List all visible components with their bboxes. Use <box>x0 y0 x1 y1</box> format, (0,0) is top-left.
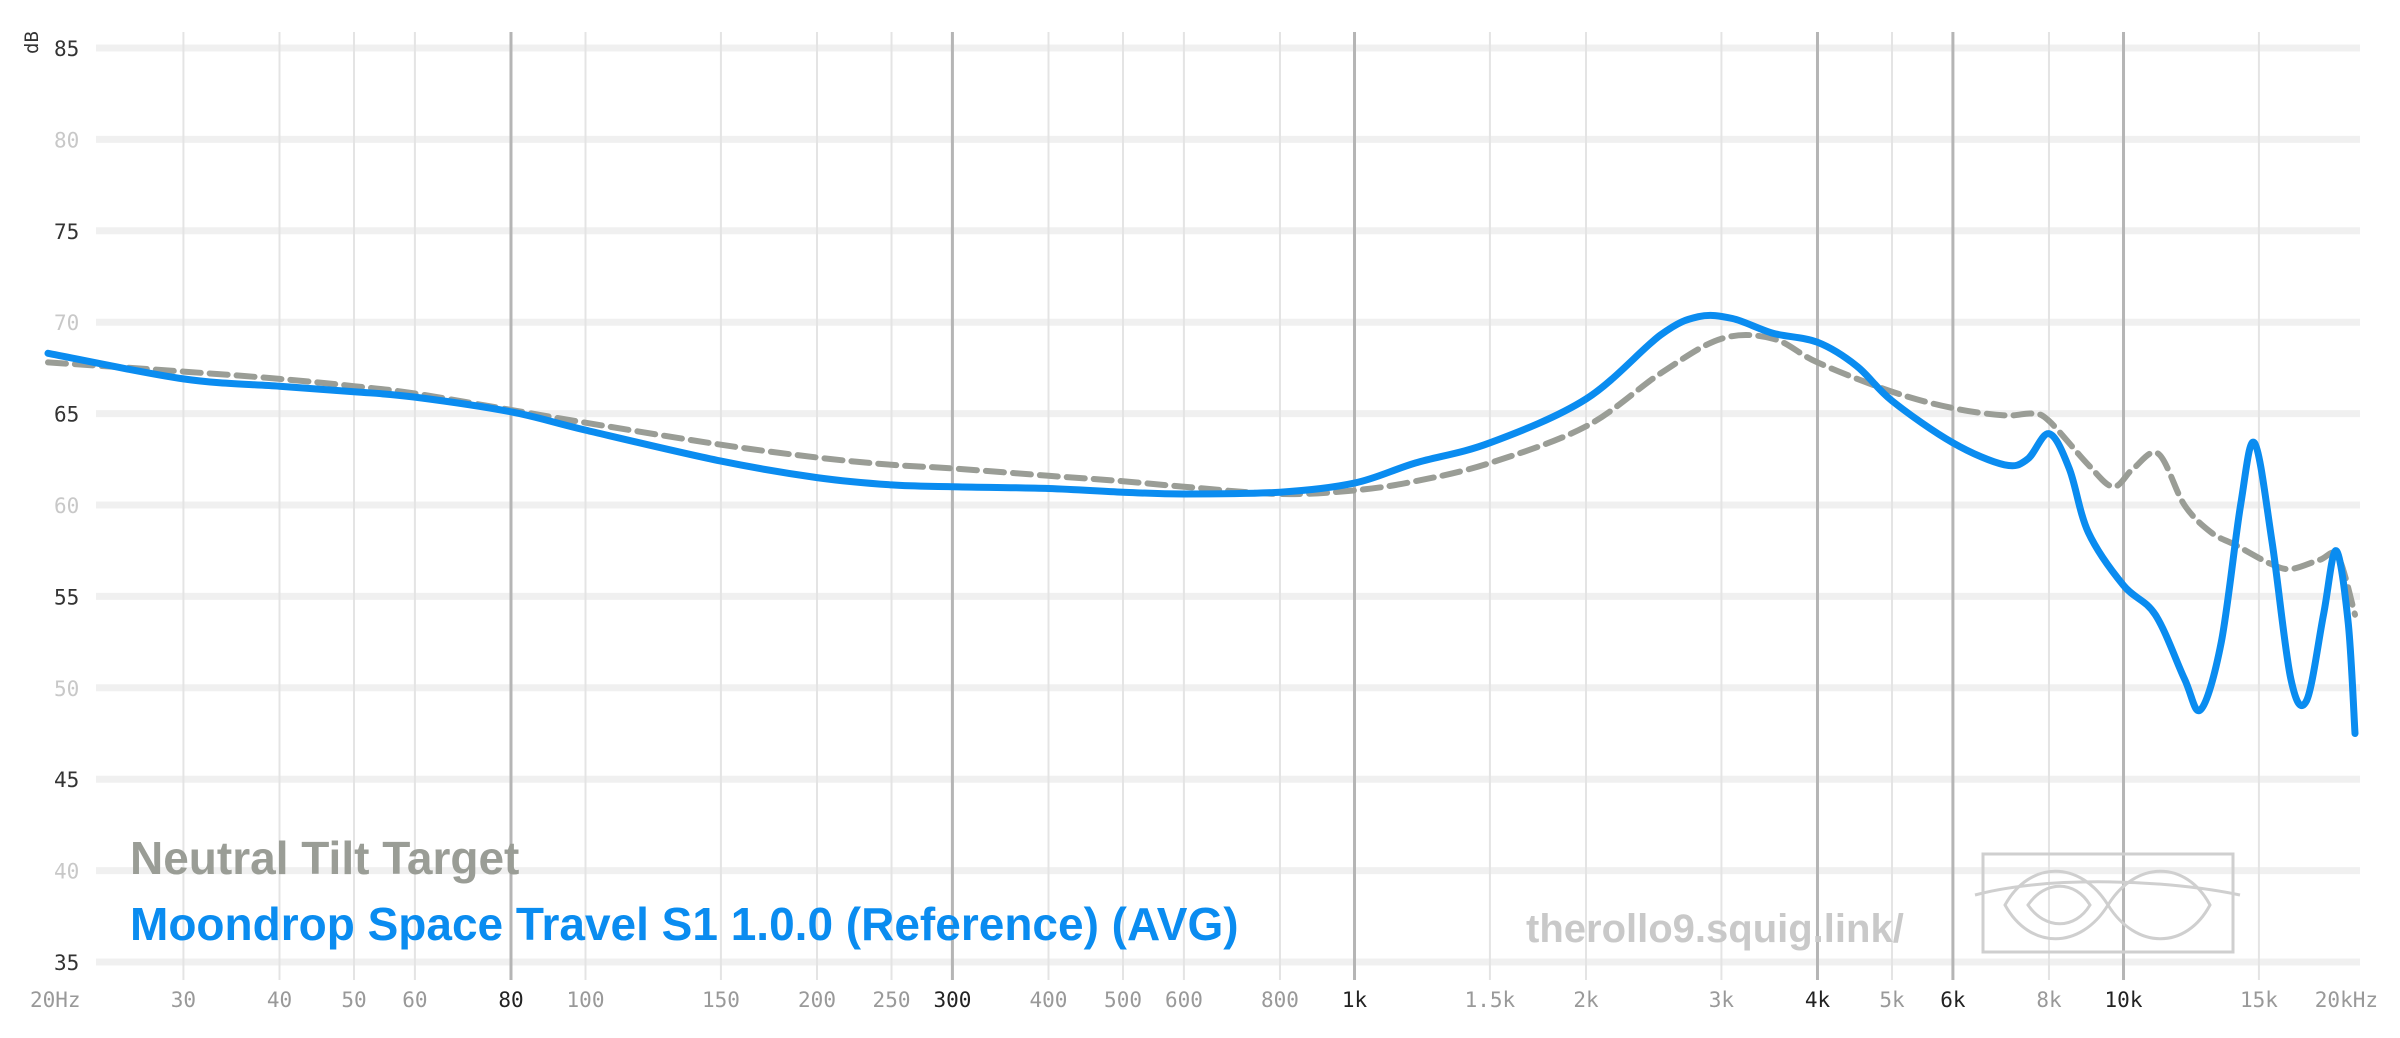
x-tick-label: 20kHz <box>2315 988 2378 1012</box>
x-tick-label: 15k <box>2240 988 2278 1012</box>
x-tick-label: 80 <box>498 988 523 1012</box>
legend-target-label: Neutral Tilt Target <box>130 832 519 884</box>
x-tick-label: 500 <box>1104 988 1142 1012</box>
y-tick-label: 85 <box>54 37 79 61</box>
x-tick-label: 10k <box>2105 988 2143 1012</box>
legend: Neutral Tilt Target Moondrop Space Trave… <box>130 832 1239 950</box>
series-lines <box>44 311 2359 737</box>
x-tick-label: 1.5k <box>1465 988 1516 1012</box>
y-axis-label: dB <box>21 31 43 54</box>
x-tick-label: 250 <box>873 988 911 1012</box>
x-tick-label: 1k <box>1342 988 1368 1012</box>
x-tick-label: 2k <box>1573 988 1599 1012</box>
y-tick-label: 50 <box>54 677 79 701</box>
x-tick-label: 8k <box>2036 988 2062 1012</box>
x-tick-label: 20Hz <box>30 988 81 1012</box>
y-tick-label: 55 <box>54 585 79 609</box>
model-curve <box>44 311 2359 737</box>
x-tick-label: 40 <box>267 988 292 1012</box>
x-tick-label: 4k <box>1805 988 1831 1012</box>
y-tick-label: 45 <box>54 768 79 792</box>
y-tick-label: 75 <box>54 220 79 244</box>
x-tick-label: 800 <box>1261 988 1299 1012</box>
x-tick-label: 100 <box>567 988 605 1012</box>
x-tick-label: 30 <box>171 988 196 1012</box>
x-tick-label: 60 <box>402 988 427 1012</box>
y-tick-label: 70 <box>54 311 79 335</box>
x-tick-label: 150 <box>702 988 740 1012</box>
grid <box>96 32 2360 980</box>
legend-model-label: Moondrop Space Travel S1 1.0.0 (Referenc… <box>130 898 1239 950</box>
x-tick-label: 200 <box>798 988 836 1012</box>
watermark-logo <box>1974 852 2241 954</box>
y-tick-label: 65 <box>54 403 79 427</box>
x-tick-label: 50 <box>341 988 366 1012</box>
x-tick-label: 3k <box>1709 988 1735 1012</box>
target-curve <box>45 332 2358 618</box>
watermark-text: therollo9.squig.link/ <box>1526 907 1904 951</box>
x-tick-label: 300 <box>933 988 971 1012</box>
y-tick-label: 80 <box>54 128 79 152</box>
x-tick-label: 600 <box>1165 988 1203 1012</box>
x-tick-label: 400 <box>1030 988 1068 1012</box>
x-tick-label: 5k <box>1879 988 1905 1012</box>
x-tick-label: 6k <box>1940 988 1966 1012</box>
x-axis-ticks: 20Hz 30 40 50 60 80 100 150 200 250 300 400 500 600 80… <box>30 988 2378 1012</box>
y-tick-label: 35 <box>54 951 79 975</box>
y-tick-label: 60 <box>54 494 79 518</box>
y-tick-label: 40 <box>54 860 79 884</box>
y-axis-ticks: 85 80 75 70 65 60 55 50 45 40 35 <box>54 37 79 975</box>
